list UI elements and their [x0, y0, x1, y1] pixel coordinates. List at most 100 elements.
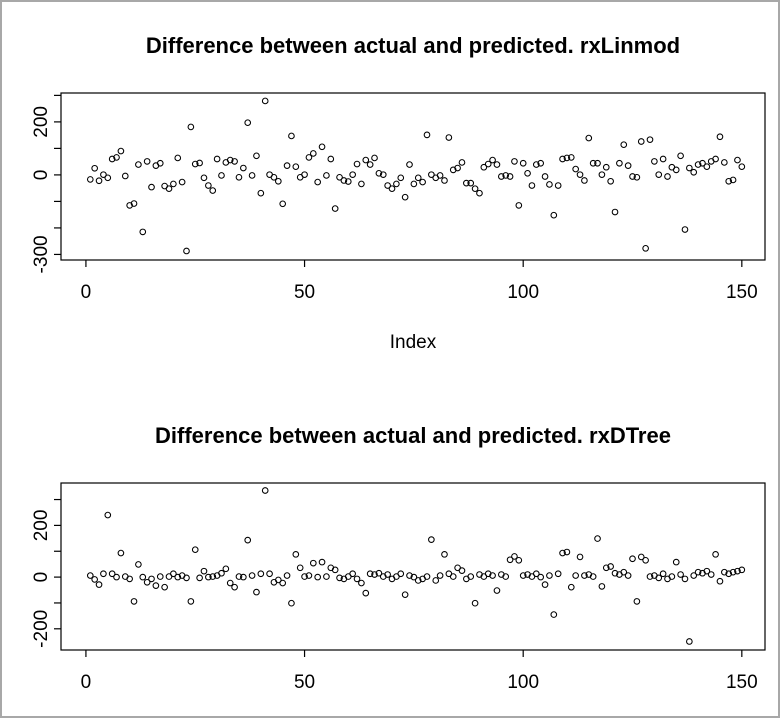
data-point	[489, 156, 496, 164]
data-point	[672, 558, 680, 566]
data-point	[104, 511, 112, 519]
data-point	[655, 574, 663, 582]
data-point	[498, 173, 505, 180]
data-point	[218, 172, 225, 179]
data-point	[458, 159, 466, 166]
x-tick-label: 100	[507, 672, 539, 693]
data-point	[279, 579, 287, 587]
data-point	[257, 189, 265, 197]
data-point	[493, 587, 501, 594]
data-point	[519, 159, 527, 167]
data-point	[611, 208, 619, 216]
data-point	[721, 159, 728, 166]
data-point	[401, 591, 409, 599]
data-point	[607, 177, 614, 185]
data-point	[677, 152, 684, 160]
data-point	[594, 535, 601, 542]
data-point	[423, 573, 431, 580]
data-point	[126, 575, 133, 583]
data-point	[309, 559, 317, 567]
data-point	[331, 566, 339, 574]
data-point	[624, 162, 632, 169]
data-point	[165, 185, 173, 193]
data-point	[301, 171, 308, 178]
data-point	[589, 573, 597, 580]
data-point	[309, 150, 317, 157]
data-point	[174, 154, 182, 162]
data-point	[563, 154, 571, 162]
data-point	[602, 564, 610, 572]
x-tick-label: 0	[81, 672, 92, 693]
data-point	[95, 177, 103, 185]
x-axis-label-index: Index	[389, 332, 437, 353]
data-point	[371, 154, 378, 162]
data-point	[659, 155, 667, 163]
data-point	[170, 180, 177, 188]
data-point	[699, 159, 706, 167]
data-point	[226, 156, 234, 164]
data-point	[139, 573, 147, 581]
data-point	[480, 163, 488, 171]
data-point	[703, 567, 711, 575]
data-point	[694, 161, 702, 168]
data-point	[375, 569, 383, 577]
data-point	[651, 158, 658, 165]
data-point	[550, 211, 558, 219]
chart-title-rxlinmod: Difference between actual and predicted.…	[145, 33, 681, 58]
data-point	[218, 569, 225, 577]
plot-box	[60, 92, 766, 261]
data-point	[581, 572, 588, 579]
data-point	[314, 178, 322, 186]
data-point	[331, 205, 339, 212]
data-point	[637, 553, 645, 561]
data-point	[410, 573, 418, 581]
data-point	[397, 174, 405, 182]
y-tick-label: -300	[31, 235, 52, 273]
data-point	[191, 160, 199, 168]
data-point	[205, 182, 212, 189]
data-point	[712, 551, 719, 558]
data-point	[130, 200, 138, 207]
data-point	[611, 569, 619, 577]
data-point	[502, 172, 510, 179]
data-point	[410, 180, 418, 188]
data-point	[471, 185, 479, 193]
data-point	[253, 152, 260, 160]
data-point	[95, 581, 103, 588]
data-point	[620, 141, 628, 149]
data-point	[183, 574, 190, 582]
data-point	[261, 97, 269, 105]
data-point	[296, 564, 304, 572]
data-point	[511, 158, 518, 165]
data-point	[642, 556, 649, 564]
data-point	[301, 573, 308, 580]
data-point	[379, 171, 387, 178]
data-point	[187, 598, 195, 605]
data-point	[659, 570, 667, 578]
data-point	[637, 138, 645, 145]
data-point	[117, 549, 125, 557]
y-tick-label: 200	[31, 510, 52, 542]
data-point	[581, 177, 588, 184]
data-point	[336, 173, 343, 181]
data-point	[524, 169, 531, 177]
data-point	[209, 187, 217, 194]
data-point	[187, 123, 195, 131]
data-point	[244, 119, 252, 127]
data-point	[117, 147, 125, 155]
data-point	[156, 573, 164, 580]
data-point	[323, 172, 330, 179]
data-point	[349, 570, 356, 578]
data-point	[205, 573, 212, 581]
data-point	[323, 573, 330, 580]
data-point	[401, 193, 409, 201]
data-point	[585, 134, 593, 142]
data-point	[279, 200, 287, 208]
data-point	[156, 159, 164, 167]
data-point	[366, 570, 374, 578]
data-point	[248, 572, 256, 579]
data-point	[598, 171, 606, 178]
data-point	[629, 173, 636, 180]
data-point	[388, 185, 396, 193]
data-point	[253, 588, 260, 596]
